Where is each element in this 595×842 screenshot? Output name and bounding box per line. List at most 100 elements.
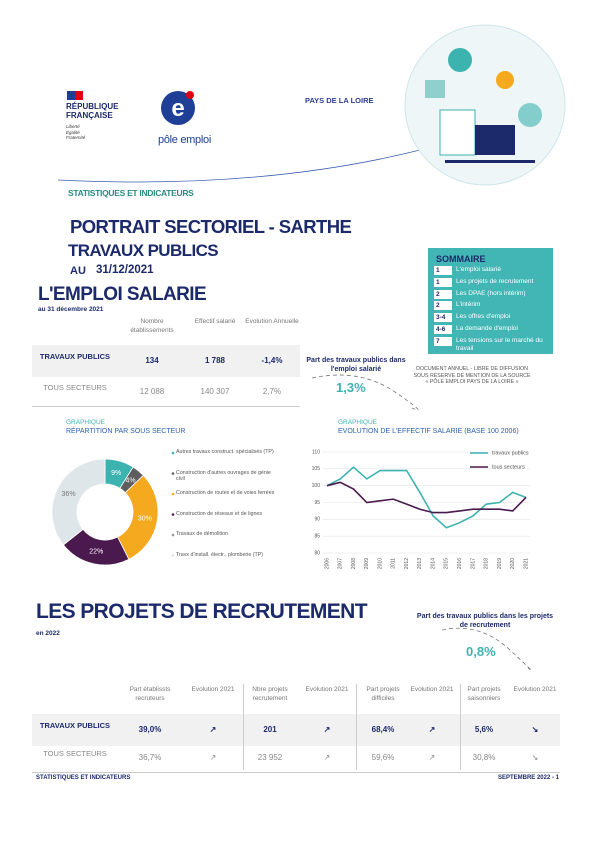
column-rule xyxy=(243,684,244,770)
y-tick-label: 80 xyxy=(314,550,320,556)
motto-line: Égalité xyxy=(66,129,80,135)
slice-label: 22% xyxy=(89,548,103,555)
gauge-arc xyxy=(441,627,532,672)
gauge-arc xyxy=(311,374,419,411)
x-tick-label: 2019 xyxy=(497,558,503,569)
x-tick-label: 2017 xyxy=(470,558,476,569)
region: PAYS DE LA LOIRE xyxy=(305,96,374,105)
table-cell: ↗ xyxy=(323,753,331,762)
row-label: TOUS SECTEURS xyxy=(43,749,107,758)
table-cell: 2,7% xyxy=(262,387,282,396)
x-tick-label: 2016 xyxy=(457,558,463,569)
summary-title: SOMMAIRE xyxy=(436,254,486,264)
legend-label: Construction de réseaux et de lignes xyxy=(176,510,262,517)
table-cell: ↗ xyxy=(428,753,436,762)
table-cell: 140 307 xyxy=(200,387,230,396)
share-value: 1,3% xyxy=(336,380,366,395)
legend-marker xyxy=(171,492,175,496)
x-tick-label: 2018 xyxy=(484,558,490,569)
illustration-block xyxy=(425,80,445,98)
table-cell: ↗ xyxy=(209,725,217,734)
series-line xyxy=(326,466,527,529)
row-label: TRAVAUX PUBLICS xyxy=(39,721,111,730)
column-header: Evolution 2021 xyxy=(410,686,454,693)
legend-item: Autres travaux construct. spécialisés (T… xyxy=(176,449,274,455)
date-prefix: AU xyxy=(70,265,86,277)
table-cell: 36,7% xyxy=(138,753,162,762)
x-tick-label: 2011 xyxy=(391,558,397,569)
republic-line: FRANÇAISE xyxy=(66,111,113,120)
logo-letter: e xyxy=(171,95,184,122)
summary-page: 1 xyxy=(434,277,452,287)
column-header: Evolution 2021 xyxy=(513,686,557,693)
summary-page: 4-6 xyxy=(434,325,452,334)
x-tick-label: 2012 xyxy=(404,558,410,569)
donut-slice xyxy=(51,458,106,546)
share-value: 0,8% xyxy=(466,644,496,659)
collection: STATISTIQUES ET INDICATEURS xyxy=(68,188,194,198)
legend-item: Construction de réseaux et de lignes xyxy=(176,510,262,517)
table-cell: 12 088 xyxy=(139,387,165,396)
header-curve xyxy=(57,149,421,183)
legend-label: Travx d'install. électr., plomberie (TP) xyxy=(176,551,264,558)
share-label: Part des travaux publics dans les projet… xyxy=(416,613,554,629)
donut-slice xyxy=(117,474,159,560)
x-tick-label: 2014 xyxy=(430,558,436,569)
legend-label: Construction de routes et de voies ferré… xyxy=(176,490,275,496)
table-cell: 39,0% xyxy=(138,725,162,734)
legend-marker xyxy=(171,451,175,455)
x-tick-label: 2008 xyxy=(351,558,357,569)
summary-page: 2 xyxy=(434,301,452,311)
legend-label: Autres travaux construct. spécialisés (T… xyxy=(176,449,274,455)
table-cell: 201 xyxy=(263,725,277,734)
x-tick-label: 2015 xyxy=(444,558,450,569)
summary-page: 1 xyxy=(434,266,452,275)
legend-item: Travx d'install. électr., plomberie (TP) xyxy=(176,551,264,558)
summary-label: Les offres d'emploi xyxy=(456,313,511,321)
illustration-screen xyxy=(475,125,515,155)
legend-marker xyxy=(171,472,175,475)
share-label: Part des travaux publics dans l'emploi s… xyxy=(306,357,406,373)
summary-label: L'emploi salarié xyxy=(456,266,501,273)
table-cell: ↗ xyxy=(428,725,436,734)
y-tick-label: 100 xyxy=(312,483,321,489)
illustration-desk xyxy=(445,160,535,163)
y-tick-label: 85 xyxy=(314,533,320,539)
slice-label: 36% xyxy=(62,491,76,498)
republic: RÉPUBLIQUE FRANÇAISE xyxy=(66,102,118,120)
x-tick-label: 2006 xyxy=(324,558,330,569)
section-title: L'EMPLOI SALARIE xyxy=(38,284,207,305)
summary-box xyxy=(428,248,553,354)
x-tick-label: 2010 xyxy=(377,558,383,569)
column-header: Effectif salarié xyxy=(194,318,236,325)
section-title: LES PROJETS DE RECRUTEMENT xyxy=(36,600,368,623)
summary-page: 2 xyxy=(434,289,452,299)
column-rule xyxy=(356,684,357,770)
illustration-gear xyxy=(496,71,514,89)
slice-label: 30% xyxy=(138,516,152,523)
illustration-board xyxy=(439,109,476,156)
row-rule xyxy=(32,406,300,407)
main-title: PORTRAIT SECTORIEL - SARTHE xyxy=(70,216,352,237)
x-tick-label: 2007 xyxy=(338,558,344,569)
summary-label: Les projets de recrutement xyxy=(456,277,534,285)
x-tick-label: 2021 xyxy=(523,558,529,569)
row-rule xyxy=(32,772,560,773)
flag-blue xyxy=(67,91,75,100)
notice: DOCUMENT ANNUEL - LIBRE DE DIFFUSION SOU… xyxy=(413,366,531,385)
legend-item: Construction d'autres ouvrages de génie … xyxy=(176,470,271,483)
brand: pôle emploi xyxy=(158,134,211,146)
column-rule xyxy=(460,684,461,770)
x-tick-label: 2013 xyxy=(417,558,423,569)
legend-label: Travaux de démolition xyxy=(176,531,228,537)
table-cell: 23 952 xyxy=(257,753,283,762)
table-cell: 59,6% xyxy=(371,753,395,762)
x-tick-label: 2020 xyxy=(510,558,516,569)
column-header: Part projets saisonniers xyxy=(467,686,501,702)
logo-circle xyxy=(161,91,195,125)
column-header: Evolution 2021 xyxy=(305,686,349,693)
column-header: Evolution 2021 xyxy=(191,686,235,693)
slice-label: 9% xyxy=(111,470,121,477)
y-tick-label: 105 xyxy=(312,466,321,472)
chart-title: EVOLUTION DE L'EFFECTIF SALARIE (BASE 10… xyxy=(338,428,519,435)
